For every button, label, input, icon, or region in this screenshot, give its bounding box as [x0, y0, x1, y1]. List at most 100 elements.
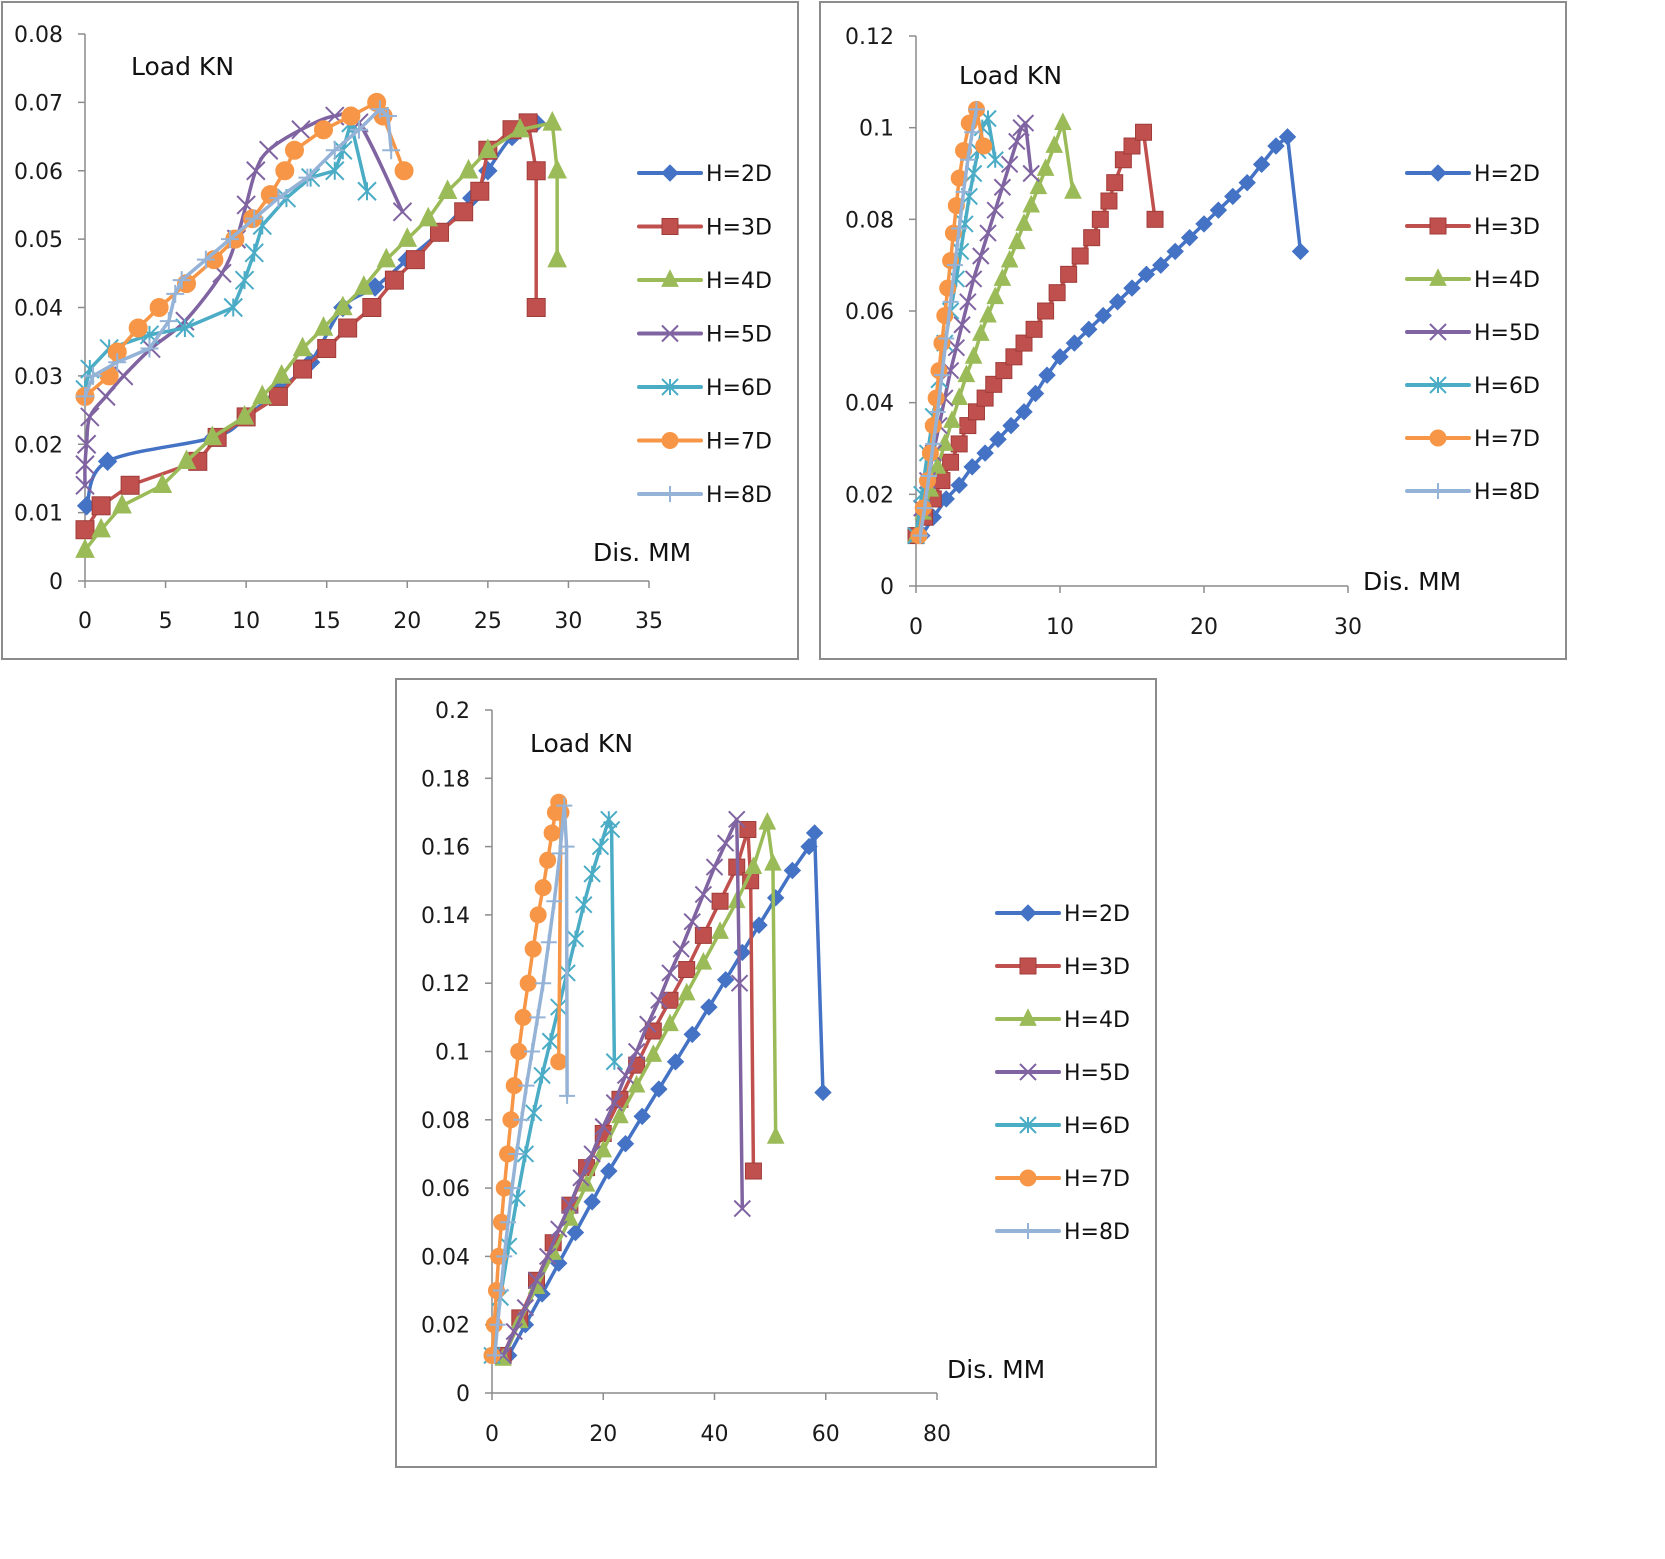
series-h-8d: [486, 797, 576, 1364]
data-point: [959, 151, 976, 168]
data-point: [550, 1220, 568, 1238]
data-point: [1238, 173, 1256, 192]
data-point: [1091, 210, 1109, 228]
legend-label: H=8D: [706, 483, 772, 508]
data-point: [627, 1074, 646, 1093]
data-point: [1007, 231, 1026, 250]
data-point: [927, 389, 945, 407]
data-point: [333, 295, 353, 316]
data-point: [1106, 174, 1124, 192]
data-point: [733, 1199, 752, 1218]
data-point: [514, 1008, 532, 1026]
data-point: [80, 407, 100, 427]
legend-item: H=2D: [1405, 162, 1540, 187]
data-point: [1051, 348, 1069, 366]
data-point: [566, 930, 585, 948]
series-h-8d: [912, 101, 985, 544]
data-point: [920, 468, 937, 484]
data-point: [728, 810, 746, 828]
data-point: [478, 138, 498, 158]
data-point: [1146, 210, 1164, 228]
legend-marker-icon: [1429, 429, 1447, 447]
data-point: [950, 435, 968, 453]
legend-label: H=7D: [706, 430, 772, 455]
data-point: [995, 362, 1013, 380]
data-point: [418, 206, 439, 227]
data-point: [605, 1053, 624, 1071]
data-point: [959, 293, 977, 311]
x-tick-label: 10: [1046, 615, 1074, 640]
data-point: [953, 316, 971, 334]
data-point: [711, 921, 729, 939]
data-point: [108, 353, 127, 372]
y-tick-label: 0.05: [14, 228, 63, 253]
data-point: [1209, 201, 1228, 219]
data-point: [964, 270, 983, 288]
data-point: [1026, 384, 1045, 403]
data-point: [556, 797, 573, 814]
data-point: [529, 1009, 546, 1026]
y-tick-label: 0.08: [421, 1109, 470, 1134]
data-point: [159, 312, 178, 331]
data-point: [1094, 306, 1112, 325]
data-point: [929, 403, 946, 420]
y-tick-label: 0.02: [845, 483, 894, 508]
legend-item: H=7D: [637, 430, 772, 455]
data-point: [964, 346, 983, 364]
data-point: [976, 389, 994, 407]
data-point: [1025, 320, 1043, 338]
data-point: [716, 971, 735, 989]
data-point: [942, 453, 960, 471]
legend-label: H=6D: [1064, 1114, 1130, 1139]
data-point: [269, 189, 288, 208]
data-point: [933, 367, 950, 384]
data-point: [989, 430, 1007, 449]
data-point: [508, 1145, 525, 1162]
data-point: [1005, 348, 1023, 366]
legend-label: H=2D: [1064, 902, 1130, 927]
legend-marker-icon: [1019, 957, 1037, 975]
data-point: [275, 161, 295, 181]
data-point: [486, 1347, 503, 1364]
data-point: [75, 475, 95, 495]
data-point: [1166, 242, 1184, 261]
y-tick-label: 0.06: [14, 160, 63, 185]
data-point: [376, 247, 397, 268]
legend-label: H=7D: [1064, 1167, 1130, 1192]
legend-label: H=8D: [1474, 480, 1540, 505]
x-tick-label: 20: [589, 1422, 617, 1447]
legend-label: H=6D: [1474, 374, 1540, 399]
legend-label: H=6D: [706, 376, 772, 401]
legend-item: H=7D: [1405, 427, 1540, 452]
data-point: [611, 1105, 629, 1124]
data-point: [1108, 293, 1127, 311]
y-tick-label: 0: [49, 570, 63, 595]
data-point: [516, 1145, 535, 1163]
data-point: [76, 387, 94, 406]
data-point: [566, 1223, 585, 1242]
x-tick-label: 30: [1334, 615, 1362, 640]
data-point: [489, 1316, 506, 1333]
data-point: [938, 330, 955, 347]
y-tick-label: 0.06: [845, 300, 894, 325]
data-point: [510, 117, 530, 138]
data-point: [166, 284, 185, 303]
data-point: [1037, 302, 1055, 320]
y-tick-label: 0.1: [435, 1041, 470, 1066]
data-point: [661, 964, 679, 982]
data-point: [252, 384, 273, 405]
data-point: [1071, 247, 1089, 265]
x-axis-title: Dis. MM: [1363, 567, 1461, 596]
data-point: [1123, 279, 1141, 297]
x-tick-label: 15: [313, 609, 341, 634]
legend-item: H=7D: [995, 1167, 1130, 1192]
legend-label: H=2D: [1474, 162, 1540, 187]
data-point: [1291, 242, 1310, 261]
data-point: [744, 1162, 762, 1180]
data-point: [559, 1087, 576, 1104]
data-point: [496, 1248, 513, 1265]
y-tick-label: 0.04: [14, 297, 63, 322]
data-point: [470, 181, 490, 201]
legend-item: H=5D: [1405, 321, 1540, 346]
legend-item: H=8D: [995, 1220, 1130, 1245]
